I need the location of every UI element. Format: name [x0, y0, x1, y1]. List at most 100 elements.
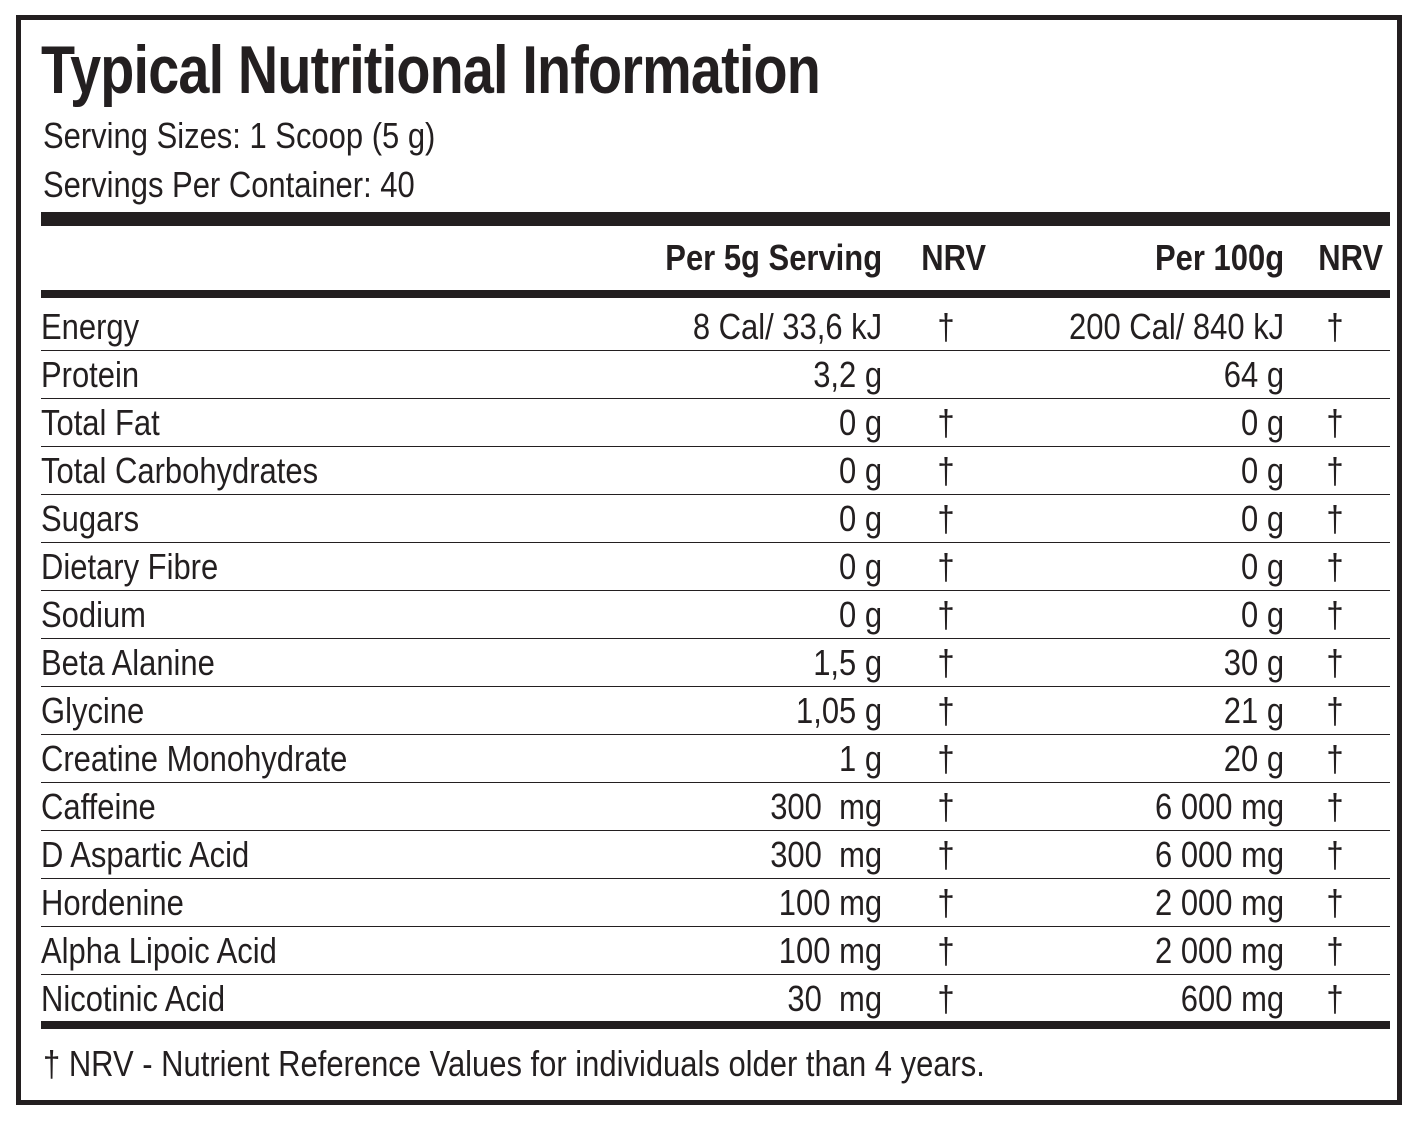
- nrv-100g-mark: †: [1326, 882, 1345, 923]
- nrv-serving-mark: †: [937, 930, 955, 971]
- nrv-serving-mark: †: [937, 594, 955, 635]
- nutrient-name: Caffeine: [41, 786, 156, 827]
- header-per-100g: Per 100g: [1154, 237, 1284, 278]
- nutrient-name: Alpha Lipoic Acid: [41, 930, 277, 971]
- nrv-serving-mark: †: [937, 450, 955, 491]
- per-serving-value: 100 mg: [778, 882, 882, 923]
- nrv-serving-mark: [891, 351, 1001, 399]
- nrv-100g-mark: †: [1326, 738, 1345, 779]
- nrv-100g-mark: [1281, 351, 1390, 399]
- per-100g-value: 2 000 mg: [1154, 882, 1284, 923]
- table-header: Per 5g Serving NRV Per 100g NRV: [41, 234, 1390, 288]
- nrv-100g-mark: †: [1326, 690, 1345, 731]
- per-100g-value: 64 g: [1223, 354, 1284, 395]
- per-serving-value: 0 g: [838, 594, 882, 635]
- per-100g-value: 200 Cal/ 840 kJ: [1068, 306, 1284, 347]
- table-row: Sugars 0 g † 0 g †: [41, 495, 1390, 543]
- header-per-serving: Per 5g Serving: [665, 237, 882, 278]
- per-100g-value: 20 g: [1223, 738, 1284, 779]
- per-serving-value: 30 mg: [787, 978, 882, 1019]
- nrv-100g-mark: †: [1326, 306, 1345, 347]
- nutrient-name: Total Fat: [41, 402, 160, 443]
- top-divider: [41, 212, 1390, 226]
- nrv-100g-mark: †: [1326, 546, 1345, 587]
- per-serving-value: 0 g: [838, 498, 882, 539]
- table-row: Energy 8 Cal/ 33,6 kJ † 200 Cal/ 840 kJ †: [41, 303, 1390, 351]
- nutrient-name: Hordenine: [41, 882, 184, 923]
- per-100g-value: 0 g: [1240, 546, 1284, 587]
- header-nrv-serving: NRV: [921, 237, 987, 278]
- per-100g-value: 0 g: [1240, 450, 1284, 491]
- nutrient-name: Creatine Monohydrate: [41, 738, 348, 779]
- nrv-100g-mark: †: [1326, 642, 1345, 683]
- nrv-serving-mark: †: [937, 546, 955, 587]
- table-row: Beta Alanine 1,5 g † 30 g †: [41, 639, 1390, 687]
- per-serving-value: 1,05 g: [795, 690, 882, 731]
- nrv-serving-mark: †: [937, 786, 955, 827]
- per-serving-value: 8 Cal/ 33,6 kJ: [692, 306, 882, 347]
- nutrient-name: Nicotinic Acid: [41, 978, 226, 1019]
- per-serving-value: 100 mg: [778, 930, 882, 971]
- nutrient-name: Glycine: [41, 690, 145, 731]
- nrv-100g-mark: †: [1326, 402, 1345, 443]
- per-100g-value: 6 000 mg: [1154, 834, 1284, 875]
- table-row: Hordenine 100 mg † 2 000 mg †: [41, 879, 1390, 927]
- per-100g-value: 2 000 mg: [1154, 930, 1284, 971]
- nrv-100g-mark: †: [1326, 594, 1345, 635]
- per-serving-value: 300 mg: [770, 786, 882, 827]
- nutrient-name: Total Carbohydrates: [41, 450, 319, 491]
- nrv-serving-mark: †: [937, 738, 955, 779]
- table-row: Sodium 0 g † 0 g †: [41, 591, 1390, 639]
- table-row: Glycine 1,05 g † 21 g †: [41, 687, 1390, 735]
- nrv-serving-mark: †: [937, 498, 955, 539]
- table-row: Total Fat 0 g † 0 g †: [41, 399, 1390, 447]
- nrv-100g-mark: †: [1326, 834, 1345, 875]
- servings-per-container: Servings Per Container: 40: [43, 164, 415, 205]
- per-100g-value: 6 000 mg: [1154, 786, 1284, 827]
- per-serving-value: 0 g: [838, 546, 882, 587]
- bottom-divider: [41, 1021, 1390, 1029]
- per-serving-value: 1,5 g: [813, 642, 882, 683]
- per-100g-value: 0 g: [1240, 594, 1284, 635]
- serving-size: Serving Sizes: 1 Scoop (5 g): [43, 115, 436, 156]
- per-serving-value: 3,2 g: [813, 354, 882, 395]
- nutrient-name: D Aspartic Acid: [41, 834, 250, 875]
- nrv-serving-mark: †: [937, 306, 955, 347]
- nrv-100g-mark: †: [1326, 786, 1345, 827]
- nutrient-name: Dietary Fibre: [41, 546, 219, 587]
- nutrient-name: Beta Alanine: [41, 642, 215, 683]
- nrv-serving-mark: †: [937, 402, 955, 443]
- nrv-serving-mark: †: [937, 834, 955, 875]
- header-nrv-100g: NRV: [1318, 237, 1384, 278]
- nrv-100g-mark: †: [1326, 498, 1345, 539]
- per-serving-value: 1 g: [838, 738, 882, 779]
- per-serving-value: 300 mg: [770, 834, 882, 875]
- nrv-100g-mark: †: [1326, 930, 1345, 971]
- nrv-serving-mark: †: [937, 690, 955, 731]
- nrv-serving-mark: †: [937, 882, 955, 923]
- per-100g-value: 21 g: [1223, 690, 1284, 731]
- table-row: Creatine Monohydrate 1 g † 20 g †: [41, 735, 1390, 783]
- panel-title: Typical Nutritional Information: [41, 32, 821, 108]
- nutrient-name: Sodium: [41, 594, 146, 635]
- per-serving-value: 0 g: [838, 450, 882, 491]
- nrv-serving-mark: †: [937, 978, 955, 1019]
- table-row: Dietary Fibre 0 g † 0 g †: [41, 543, 1390, 591]
- per-serving-value: 0 g: [838, 402, 882, 443]
- table-row: Protein 3,2 g 64 g: [41, 351, 1390, 399]
- nrv-serving-mark: †: [937, 642, 955, 683]
- header-divider: [41, 290, 1390, 298]
- nutrient-name: Protein: [41, 354, 140, 395]
- per-100g-value: 0 g: [1240, 402, 1284, 443]
- nutrient-table: Energy 8 Cal/ 33,6 kJ † 200 Cal/ 840 kJ † Pro…: [41, 303, 1390, 1022]
- table-row: D Aspartic Acid 300 mg † 6 000 mg †: [41, 831, 1390, 879]
- footnote: † NRV - Nutrient Reference Values for in…: [43, 1043, 985, 1084]
- nrv-100g-mark: †: [1326, 450, 1345, 491]
- table-row: Nicotinic Acid 30 mg † 600 mg †: [41, 975, 1390, 1022]
- per-100g-value: 600 mg: [1180, 978, 1284, 1019]
- table-row: Total Carbohydrates 0 g † 0 g †: [41, 447, 1390, 495]
- per-100g-value: 30 g: [1223, 642, 1284, 683]
- nutrient-name: Sugars: [41, 498, 140, 539]
- nutrient-name: Energy: [41, 306, 140, 347]
- per-100g-value: 0 g: [1240, 498, 1284, 539]
